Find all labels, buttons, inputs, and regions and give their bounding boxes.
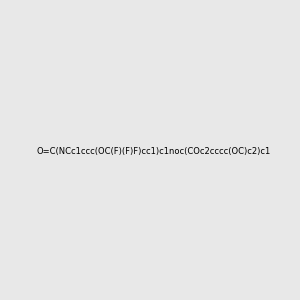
Text: O=C(NCc1ccc(OC(F)(F)F)cc1)c1noc(COc2cccc(OC)c2)c1: O=C(NCc1ccc(OC(F)(F)F)cc1)c1noc(COc2cccc… <box>37 147 271 156</box>
